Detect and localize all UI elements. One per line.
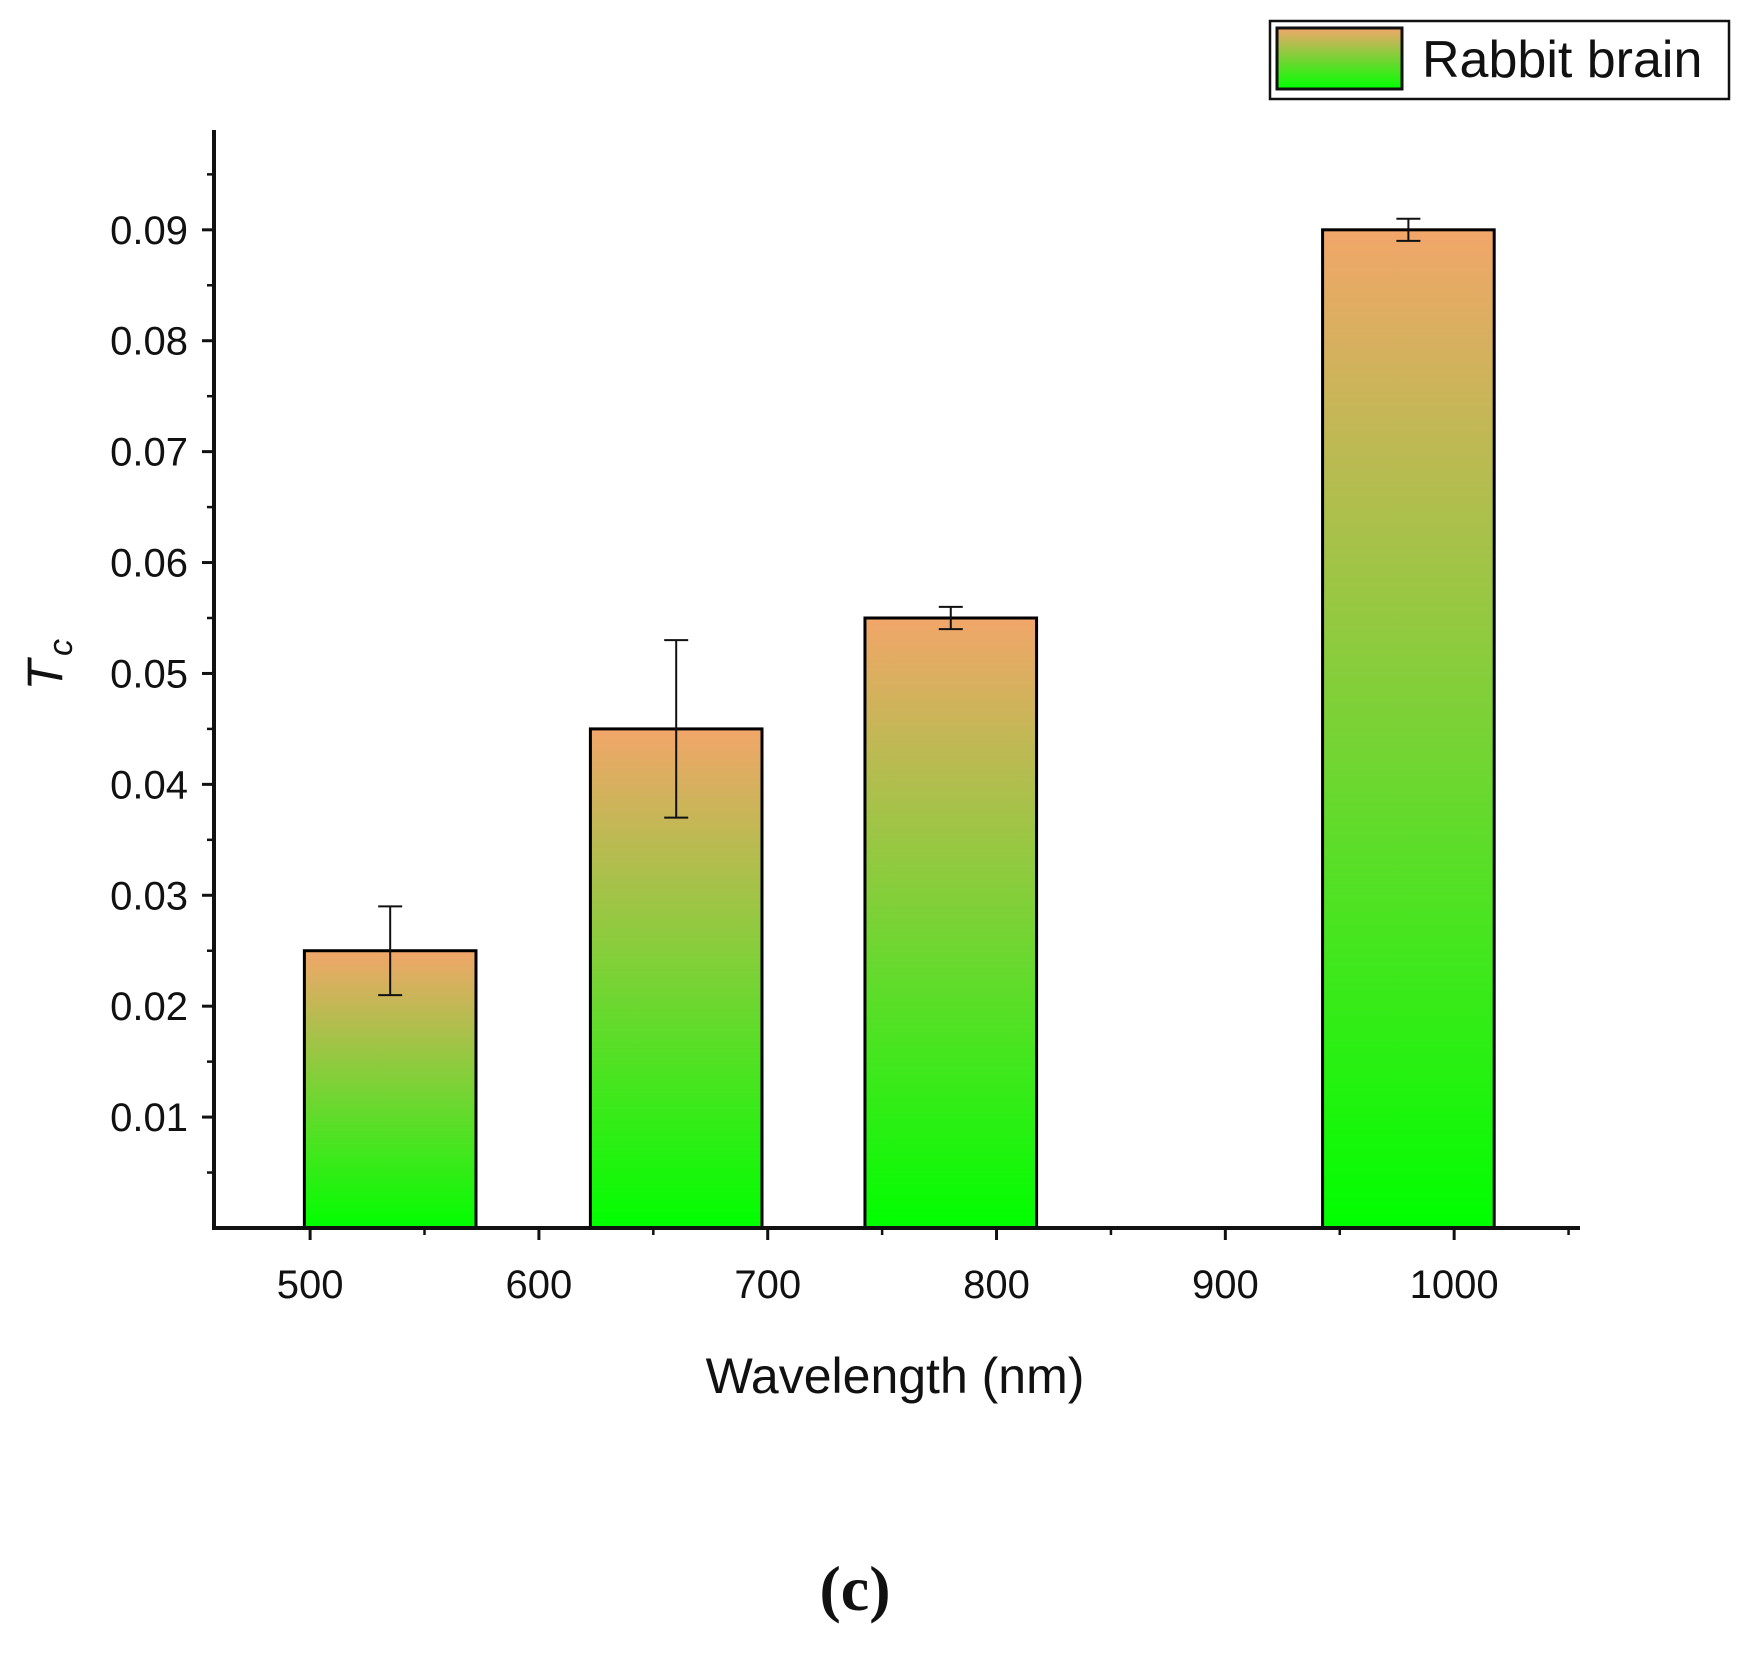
y-tick-label-3: 0.04 <box>110 763 188 807</box>
y-tick-label-4: 0.05 <box>110 652 188 696</box>
bar-2 <box>863 616 1039 1230</box>
x-tick-label-1: 600 <box>506 1263 573 1307</box>
legend-swatch <box>1275 26 1404 91</box>
y-tick-label-5: 0.06 <box>110 542 188 586</box>
panel-label: (c) <box>819 1553 890 1624</box>
x-tick-label-4: 900 <box>1192 1263 1259 1307</box>
x-tick-label-0: 500 <box>277 1263 344 1307</box>
y-tick-label-1: 0.02 <box>110 985 188 1029</box>
bars <box>302 228 1496 1230</box>
y-tick-label-6: 0.07 <box>110 431 188 475</box>
y-axis-ticks: 0.01 0.02 0.03 0.04 0.05 0.06 0.07 0.08 0.09 <box>110 173 214 1174</box>
y-axis-title-main: T <box>17 657 73 691</box>
y-tick-label-2: 0.03 <box>110 874 188 918</box>
bar-3 <box>1321 228 1496 1230</box>
y-tick-label-0: 0.01 <box>110 1096 188 1140</box>
x-tick-label-3: 800 <box>963 1263 1030 1307</box>
x-tick-label-5: 1000 <box>1410 1263 1499 1307</box>
bar-0 <box>302 949 478 1230</box>
y-axis-title: T c <box>17 639 80 691</box>
legend-label: Rabbit brain <box>1422 31 1702 89</box>
legend: Rabbit brain <box>1268 19 1731 101</box>
error-bars <box>378 217 1421 997</box>
y-tick-label-8: 0.09 <box>110 209 188 253</box>
x-tick-label-2: 700 <box>734 1263 801 1307</box>
x-axis-ticks: 500 600 700 800 900 1000 <box>277 1228 1570 1307</box>
y-axis-title-sub: c <box>42 639 80 656</box>
y-tick-label-7: 0.08 <box>110 320 188 364</box>
x-axis-title: Wavelength (nm) <box>706 1348 1085 1404</box>
